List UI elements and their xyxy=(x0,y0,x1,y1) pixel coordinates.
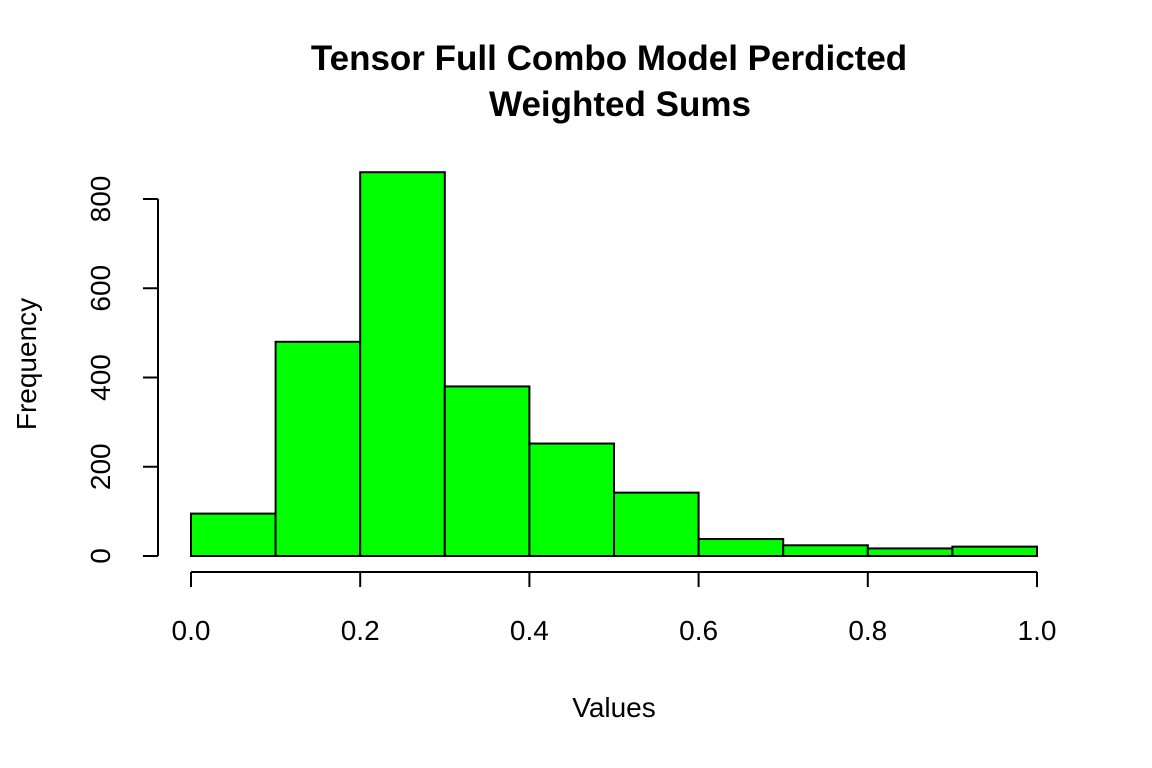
histogram-bar xyxy=(782,544,869,557)
histogram-bar xyxy=(528,442,616,558)
histogram-bar xyxy=(190,512,277,558)
histogram-bar xyxy=(866,547,954,558)
histogram-bar xyxy=(359,171,446,557)
x-tick-label: 1.0 xyxy=(1018,615,1057,646)
x-tick-label: 0.0 xyxy=(172,615,211,646)
x-tick-label: 0.8 xyxy=(848,615,887,646)
histogram-bar xyxy=(951,545,1039,557)
y-axis: 0 200 400 600 800 xyxy=(85,176,159,564)
histogram-bar xyxy=(274,340,362,557)
x-tick-label: 0.4 xyxy=(510,615,549,646)
y-tick-label: 800 xyxy=(85,176,116,223)
y-tick-label: 0 xyxy=(85,548,116,564)
y-tick-label: 200 xyxy=(85,443,116,490)
chart-title-line-1: Tensor Full Combo Model Perdicted xyxy=(311,39,907,78)
x-tick-label: 0.2 xyxy=(341,615,380,646)
histogram-bar xyxy=(443,385,531,557)
x-tick-label: 0.6 xyxy=(679,615,718,646)
bars-group xyxy=(190,171,1039,558)
histogram-bar xyxy=(613,491,700,558)
y-tick-label: 600 xyxy=(85,265,116,312)
y-tick-label: 400 xyxy=(85,354,116,401)
x-axis: 0.0 0.2 0.4 0.6 0.8 1.0 xyxy=(172,571,1057,646)
x-axis-label: Values xyxy=(572,692,656,723)
histogram-bar xyxy=(697,538,785,557)
chart-title-line-2: Weighted Sums xyxy=(489,85,751,124)
y-axis-label: Frequency xyxy=(11,298,42,430)
